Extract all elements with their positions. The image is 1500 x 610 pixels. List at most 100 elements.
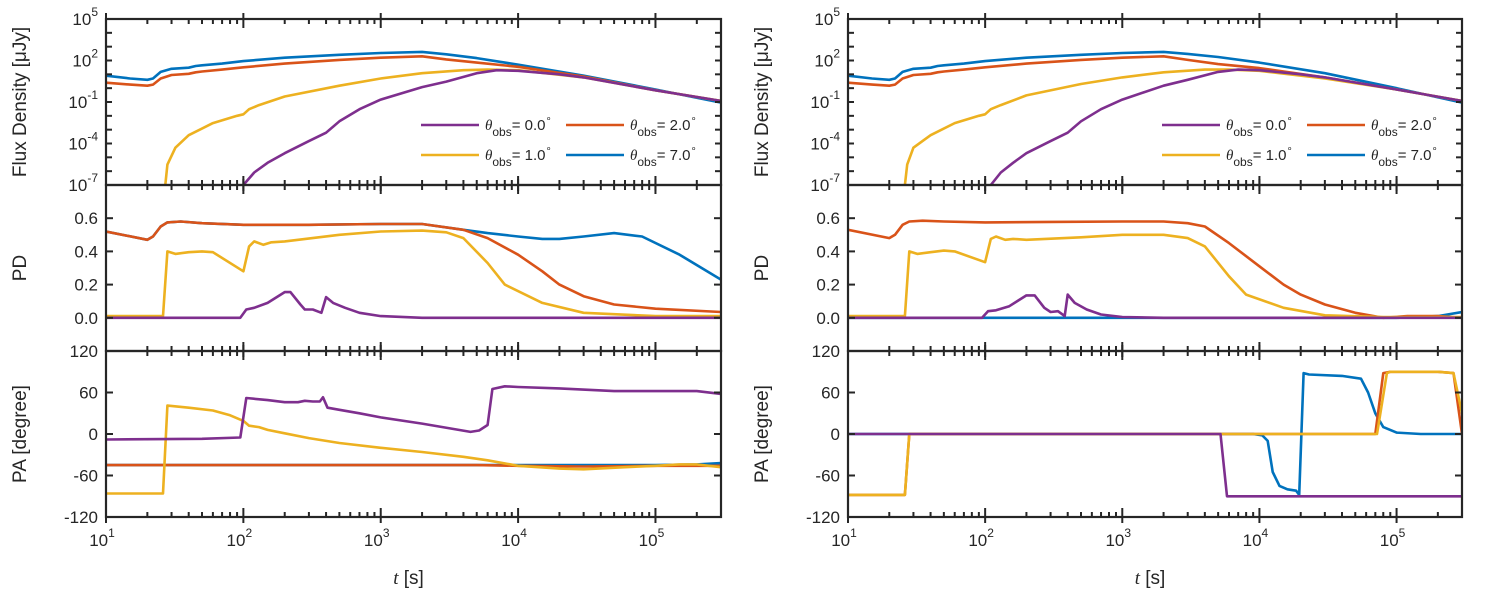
axes-box	[104, 183, 723, 353]
legend-entry: θobs= 7.0∘	[1307, 144, 1438, 169]
series-group	[848, 219, 1462, 320]
tick-exponent: 3	[1124, 526, 1131, 540]
x-tick-label: 101	[89, 526, 115, 550]
legend-symbol: θ	[630, 118, 638, 134]
series-line-theta1	[106, 229, 721, 318]
tick-exponent: 5	[91, 5, 98, 19]
tick-base: 10	[227, 531, 246, 550]
axes-box	[104, 17, 723, 187]
x-tick-label: 103	[364, 526, 390, 550]
y-tick-label: 0.6	[816, 209, 840, 228]
tick-base: 10	[639, 531, 658, 550]
x-tick-label: 102	[968, 526, 994, 550]
series-line-theta1	[848, 233, 1462, 319]
series-line-theta0	[848, 293, 1462, 320]
y-axis-label: Flux Density [μJy]	[10, 27, 31, 177]
y-tick-label: -120	[64, 508, 98, 527]
y-tick-label: 0.2	[816, 276, 840, 295]
legend-symbol: θ	[630, 148, 638, 164]
x-ticks	[847, 13, 1463, 191]
legend-label: θobs= 1.0∘	[485, 144, 552, 169]
y-tick-label: 10-1	[810, 88, 840, 112]
tick-base: 10	[814, 10, 833, 29]
legend-value: = 0.0	[1253, 117, 1287, 134]
y-tick-label: 10-4	[810, 130, 840, 154]
tick-exponent: 4	[1262, 526, 1269, 540]
y-tick-label: 0.0	[74, 309, 98, 328]
legend-label: θobs= 1.0∘	[1226, 144, 1293, 169]
legend-entry: θobs= 1.0∘	[1162, 144, 1293, 169]
series-line-theta2	[848, 219, 1462, 320]
tick-exponent: -4	[87, 130, 98, 144]
x-axis-label: t [s]	[1135, 568, 1166, 589]
legend-value: = 1.0	[1253, 147, 1287, 164]
y-tick-label: 105	[72, 5, 98, 29]
legend-label: θobs= 2.0∘	[630, 114, 697, 139]
legend-subscript: obs	[1233, 155, 1252, 169]
x-ticks	[105, 179, 722, 357]
tick-base: 10	[501, 531, 520, 550]
tick-base: 10	[68, 93, 87, 112]
series-line-theta1	[848, 370, 1462, 497]
tick-exponent: 1	[108, 526, 115, 540]
tick-exponent: 2	[245, 526, 252, 540]
subplot-pa: 120 60 0 -60 -120 PA [degree]	[752, 342, 1464, 527]
y-tick-label: 10-7	[810, 171, 840, 195]
legend-degree: ∘	[1432, 114, 1438, 125]
legend-degree: ∘	[1432, 144, 1438, 155]
legend-degree: ∘	[691, 114, 697, 125]
y-axis-label: PD	[10, 255, 31, 281]
series-line-theta0	[242, 68, 721, 185]
y-tick-label: 102	[72, 47, 98, 71]
legend-subscript: obs	[637, 125, 656, 139]
subplot-pd: 0.6 0.4 0.2 0.0 PD	[752, 179, 1464, 357]
legend-degree: ∘	[546, 144, 552, 155]
y-ticks	[106, 18, 721, 186]
y-axis-label: PA [degree]	[752, 385, 773, 483]
x-tick-label: 103	[1105, 526, 1131, 550]
x-ticks	[105, 345, 722, 523]
tick-base: 10	[810, 135, 829, 154]
legend-symbol: θ	[1226, 118, 1234, 134]
legend-symbol: θ	[1371, 118, 1379, 134]
series-line-theta2	[848, 54, 1462, 103]
y-tick-label: 120	[812, 342, 840, 361]
y-tick-label: -120	[806, 508, 840, 527]
y-ticks	[106, 350, 721, 518]
tick-exponent: -1	[87, 88, 98, 102]
legend-value: = 7.0	[657, 147, 691, 164]
tick-exponent: 2	[91, 47, 98, 61]
series-line-theta2	[106, 54, 721, 103]
tick-exponent: 5	[1399, 526, 1406, 540]
x-axis-unit: [s]	[398, 568, 423, 589]
y-tick-label: 0.4	[816, 242, 840, 261]
legend-label: θobs= 7.0∘	[1371, 144, 1438, 169]
legend-entry: θobs= 1.0∘	[421, 144, 552, 169]
x-axis-variable: t	[393, 568, 399, 589]
legend-label: θobs= 7.0∘	[630, 144, 697, 169]
y-tick-label: 60	[821, 384, 840, 403]
x-tick-label: 101	[831, 526, 857, 550]
legend-label: θobs= 0.0∘	[1226, 114, 1293, 139]
y-tick-label: -60	[73, 467, 98, 486]
y-tick-label: 0.4	[74, 242, 98, 261]
tick-exponent: -4	[829, 130, 840, 144]
x-axis-variable: t	[1135, 568, 1141, 589]
series-line-theta0	[989, 68, 1462, 185]
legend-entry: θobs= 2.0∘	[1307, 114, 1438, 139]
y-tick-label: 0	[89, 425, 98, 444]
tick-exponent: 5	[833, 5, 840, 19]
tick-base: 10	[89, 531, 108, 550]
y-tick-label: 102	[814, 47, 840, 71]
y-tick-label: 60	[79, 384, 98, 403]
x-tick-label: 102	[227, 526, 253, 550]
tick-base: 10	[810, 176, 829, 195]
series-line-theta0	[848, 432, 1462, 498]
y-tick-label: 10-1	[68, 88, 98, 112]
legend-subscript: obs	[637, 155, 656, 169]
legend: θobs= 0.0∘ θobs= 2.0∘θobs= 1.0∘ θobs= 7.0∘	[1162, 114, 1438, 169]
x-ticks	[847, 179, 1463, 357]
